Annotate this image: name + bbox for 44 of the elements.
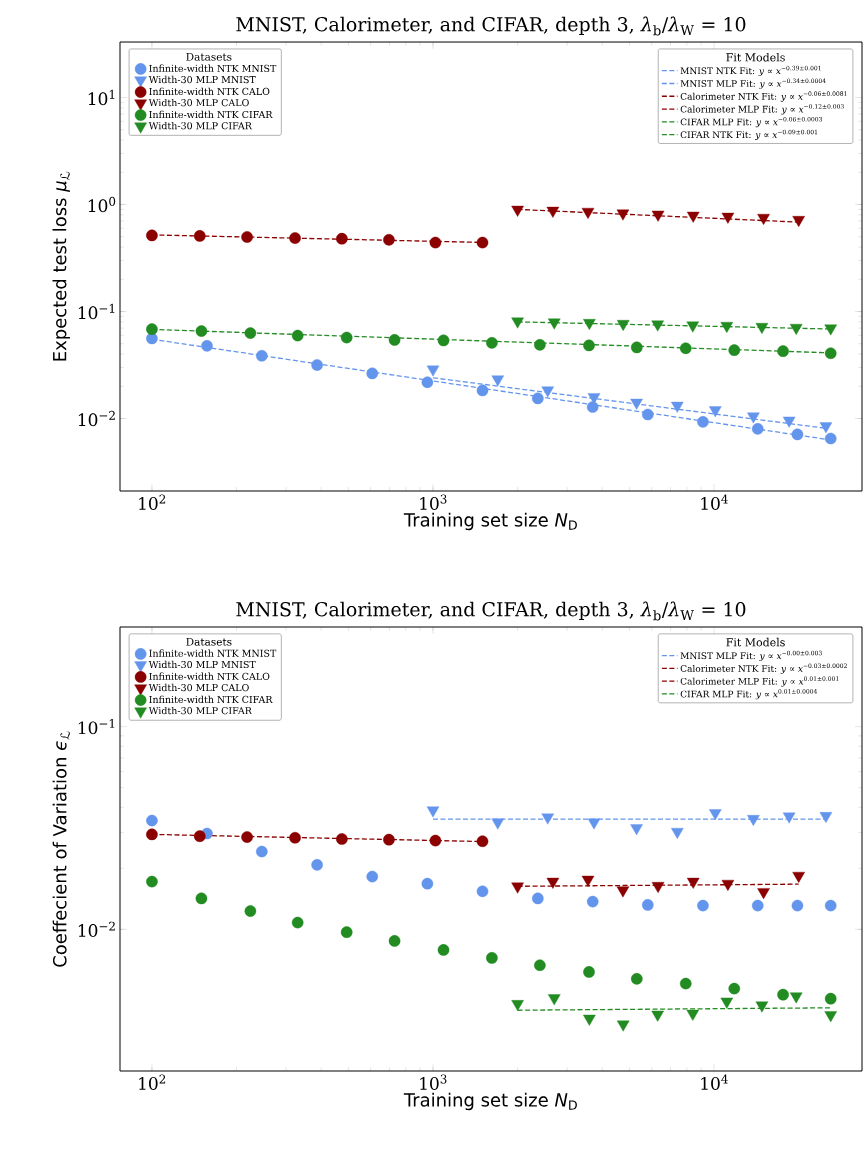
y-tick-label: 10$^{−2}$: [78, 410, 115, 427]
legend-title: Datasets: [186, 52, 232, 61]
y-axis-title: Coeffecient of Variation ϵ$_{ℒ}$: [52, 731, 70, 967]
x-tick-label: 10$^{2}$: [139, 494, 166, 510]
legend-label: Infinite-width NTK CALO: [149, 672, 270, 680]
legend-label: Width-30 MLP CIFAR: [148, 706, 253, 715]
legend-title: Datasets: [186, 637, 232, 646]
legend-label: Infinite-width NTK CALO: [149, 87, 270, 96]
legend-label: CIFAR MLP Fit: y ∝ x$^{−0.06±0.0003}$: [680, 116, 822, 128]
legend-label: Calorimeter NTK Fit: y ∝ x$^{−0.06±0.0081}$: [680, 91, 847, 102]
x-tick-label: 10$^{3}$: [420, 494, 447, 510]
chart-title: MNIST, Calorimeter, and CIFAR, depth 3, λ$_{b}$/λ$_{W}$ = 10: [236, 601, 746, 621]
legend-label: MNIST NTK Fit: y ∝ x$^{−0.39±0.001}$: [680, 65, 821, 77]
legend-label: CIFAR NTK Fit: y ∝ x$^{−0.09±0.001}$: [680, 129, 818, 140]
y-tick-label: 10$^{−1}$: [78, 303, 115, 320]
legend-label: Infinite-width NTK MNIST: [149, 649, 277, 657]
legend-label: Width-30 MLP CIFAR: [148, 121, 253, 130]
y-tick-label: 10$^{0}$: [88, 196, 116, 213]
legend-label: Calorimeter MLP Fit: y ∝ x$^{0.01±0.001}$: [680, 676, 839, 687]
legend-label: Infinite-width NTK MNIST: [149, 64, 277, 72]
x-tick-label: 10$^{4}$: [701, 1074, 728, 1090]
x-tick-label: 10$^{2}$: [139, 1074, 166, 1090]
legend-label: Width-30 MLP CALO: [148, 98, 249, 107]
y-axis-title: Expected test loss μ$_{ℒ}$: [52, 171, 70, 361]
legend-label: Infinite-width NTK CIFAR: [149, 695, 273, 704]
x-axis-title: Training set size N$_{D}$: [403, 1092, 577, 1111]
y-tick-label: 10$^{1}$: [88, 89, 115, 106]
legend-label: MNIST MLP Fit: y ∝ x$^{−0.00±0.003}$: [680, 650, 822, 662]
legend-label: Calorimeter MLP Fit: y ∝ x$^{−0.12±0.003}$: [680, 104, 844, 115]
legend-label: Width-30 MLP MNIST: [148, 660, 256, 669]
legend-label: Width-30 MLP MNIST: [148, 75, 256, 84]
annotation: Fit Models: [726, 637, 785, 647]
legend-label: Infinite-width NTK CIFAR: [149, 110, 273, 119]
x-tick-label: 10$^{4}$: [701, 494, 728, 510]
y-tick-label: 10$^{−1}$: [78, 718, 115, 735]
legend-label: Width-30 MLP CALO: [148, 683, 249, 692]
chart-title: MNIST, Calorimeter, and CIFAR, depth 3, λ$_{b}$/λ$_{W}$ = 10: [236, 16, 746, 36]
legend-label: MNIST MLP Fit: y ∝ x$^{−0.34±0.0004}$: [680, 78, 826, 89]
x-axis-title: Training set size N$_{D}$: [403, 512, 577, 531]
x-tick-label: 10$^{3}$: [420, 1074, 447, 1090]
y-tick-label: 10$^{−2}$: [78, 921, 115, 937]
legend-label: Calorimeter NTK Fit: y ∝ x$^{−0.03±0.0002}$: [680, 663, 847, 674]
legend-label: CIFAR MLP Fit: y ∝ x$^{0.01±0.0004}$: [680, 689, 818, 700]
annotation: Fit Models: [726, 52, 785, 62]
